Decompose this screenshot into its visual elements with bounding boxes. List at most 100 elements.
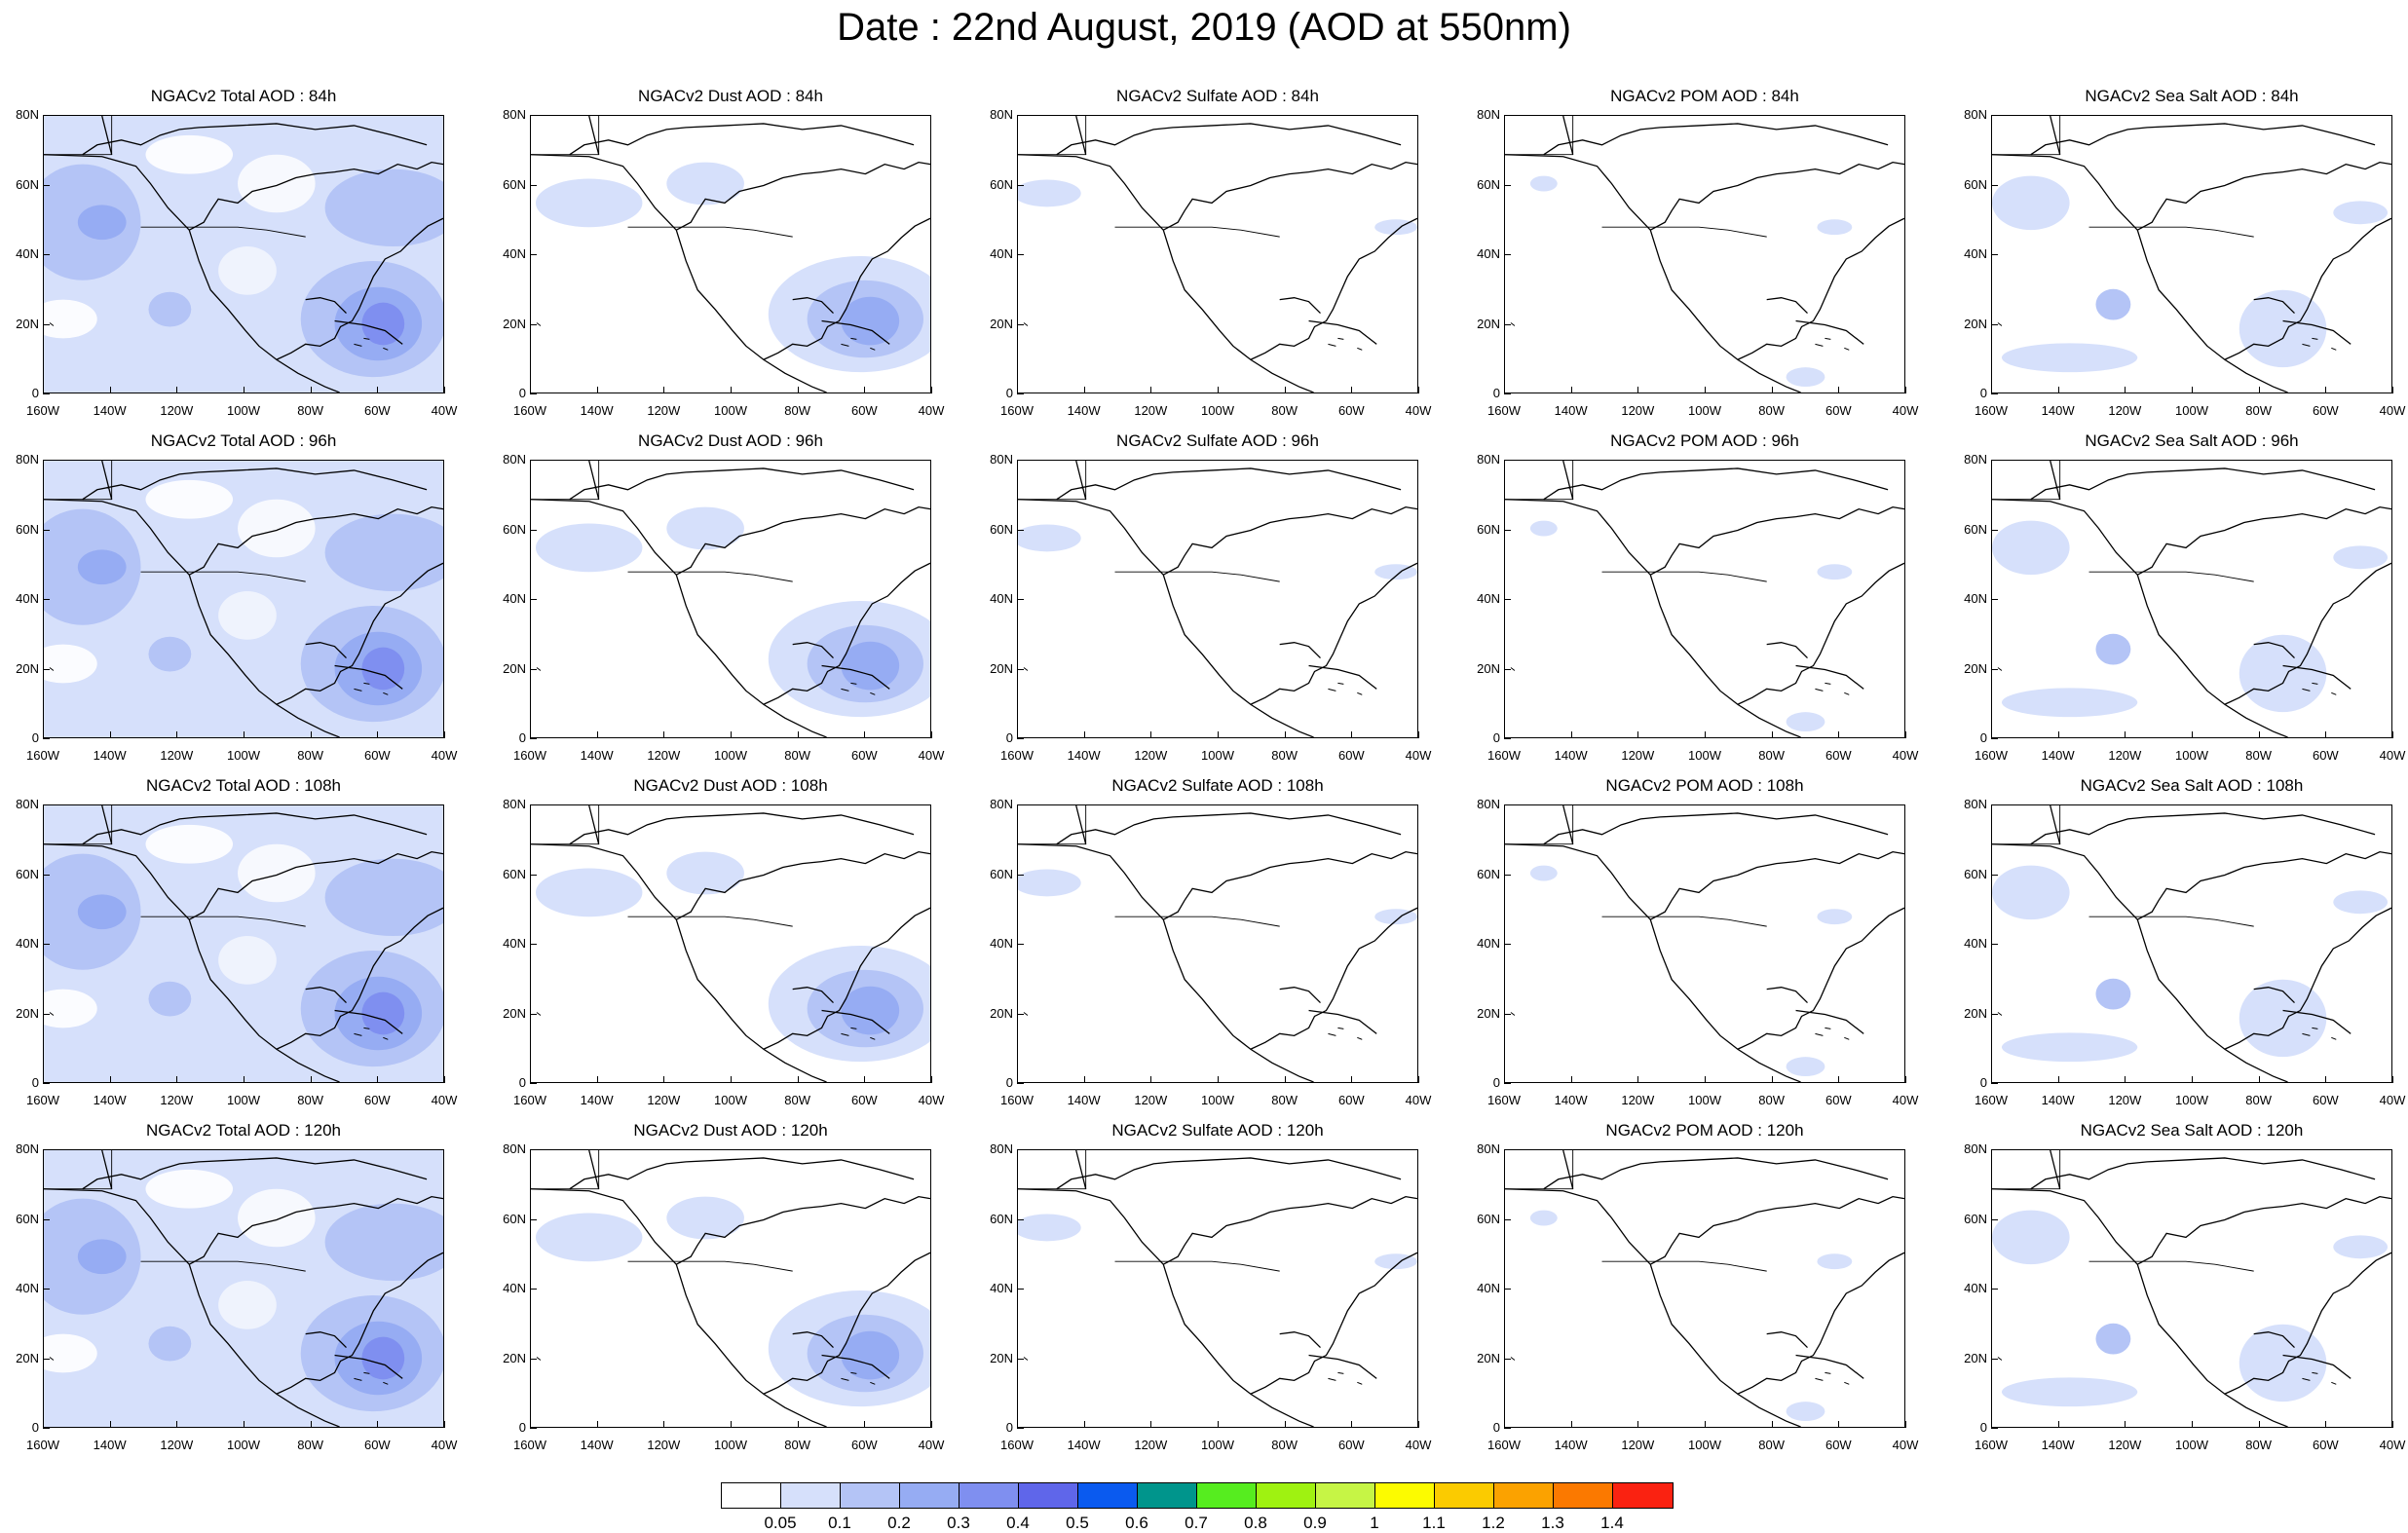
lat-tick-label: 40N [1477,936,1500,951]
lat-tick-label: 40N [1477,246,1500,261]
lon-tick [1991,387,1992,393]
lon-tick-label: 60W [2312,1093,2339,1107]
lon-tick [1284,1076,1286,1083]
lon-tick [2057,731,2059,738]
lon-tick-label: 120W [647,748,681,763]
lat-tick-label: 60N [1477,521,1500,537]
lon-tick-label: 80W [297,403,324,418]
lon-tick [244,731,245,738]
lat-tick [530,804,537,805]
political-border [531,461,793,582]
lon-tick-label: 40W [431,403,458,418]
lat-tick [1991,944,1998,945]
lon-tick [2125,1421,2126,1428]
lat-tick-label: 40N [1964,1281,1987,1295]
lon-tick [1838,387,1840,393]
lat-tick-label: 60N [1964,866,1987,881]
lon-tick-label: 40W [431,1093,458,1107]
lon-tick [1218,731,1219,738]
lon-tick [864,1076,866,1083]
lat-tick [1017,944,1024,945]
lat-tick [530,323,537,325]
lat-tick [530,1289,537,1290]
lon-tick-label: 80W [297,748,324,763]
lon-tick-label: 120W [2108,403,2142,418]
lat-tick-label: 0 [1492,730,1500,745]
lon-tick-label: 120W [1621,1438,1655,1452]
lon-tick-label: 40W [1405,1438,1432,1452]
lon-tick-label: 100W [714,1438,747,1452]
coastline [1992,116,2391,393]
lat-tick [1017,1149,1024,1150]
lat-tick-label: 80N [503,1141,526,1156]
lon-tick-label: 40W [1892,1438,1919,1452]
lon-tick-label: 100W [714,1093,747,1107]
aod-shading [1992,175,2389,373]
coastline [531,116,930,393]
lat-tick [43,1289,50,1290]
lat-tick-label: 20N [1964,1005,1987,1021]
map-panel-sulfate-120h: NGACv2 Sulfate AOD : 120h 80N 60N 40N 20N 0 1… [990,1121,1431,1452]
lat-tick-label: 40N [990,936,1013,951]
lat-tick [43,254,50,255]
lat-tick [530,1149,537,1150]
colorbar-label: 0.3 [947,1514,970,1532]
lat-tick [530,599,537,600]
map-panel-dust-108h: NGACv2 Dust AOD : 108h 80N 60N 40N 20N 0 160W… [503,776,944,1107]
colorbar-box [781,1483,841,1508]
lon-tick [43,1421,44,1428]
lat-tick-label: 0 [31,730,39,745]
lat-tick [1017,1289,1024,1290]
lon-tick [2057,387,2059,393]
lon-tick [1905,731,1906,738]
map-panel-dust-84h: NGACv2 Dust AOD : 84h 80N 60N 40N 20N 0 160W 1… [503,87,944,418]
lat-tick [43,393,50,394]
lat-tick [43,1149,50,1150]
lat-tick [43,738,50,739]
lat-tick [1991,874,1998,876]
lat-tick-label: 40N [1964,591,1987,606]
political-border [1992,805,2254,927]
coastline [44,116,443,393]
lon-tick-label: 80W [1758,1093,1786,1107]
political-border [531,1150,793,1272]
panel-title: NGACv2 POM AOD : 108h [1605,776,1804,795]
colorbar-box [1494,1483,1554,1508]
lon-tick-label: 40W [2379,1093,2406,1107]
lon-tick-label: 160W [26,403,59,418]
lon-tick [1705,1076,1706,1083]
panel-title: NGACv2 Sulfate AOD : 120h [1111,1121,1324,1140]
lat-tick [1017,1083,1024,1084]
lon-tick [1905,1421,1906,1428]
coastline [1018,805,1417,1082]
map-area [43,115,444,393]
map-panel-total-108h: NGACv2 Total AOD : 108h 80N 60N 40N 20N 0 160… [16,776,457,1107]
lon-tick-label: 60W [850,748,878,763]
lat-tick-label: 40N [16,246,39,261]
lon-tick [377,1421,379,1428]
lat-tick [530,1428,537,1429]
coastline [1505,805,1904,1082]
lon-tick-label: 100W [1688,748,1721,763]
lon-tick [444,387,445,393]
lat-tick-label: 60N [1964,176,1987,192]
lon-tick [530,731,531,738]
aod-shading [1018,179,1417,236]
colorbar-label: 0.6 [1125,1514,1148,1532]
lon-tick [1991,1421,1992,1428]
lat-tick [1504,460,1511,461]
lon-tick [2192,1421,2193,1428]
lon-tick [1150,387,1152,393]
lat-tick [1991,529,1998,531]
colorbar-label: 0.5 [1066,1514,1089,1532]
lon-tick-label: 160W [1487,748,1521,763]
lon-tick-label: 160W [26,1438,59,1452]
lon-tick [663,1076,665,1083]
islands [1510,322,1850,351]
lon-tick-label: 40W [431,748,458,763]
lat-tick-label: 40N [1964,936,1987,951]
lat-tick [530,115,537,116]
lat-tick-label: 60N [990,176,1013,192]
lon-tick [1284,1421,1286,1428]
lon-tick [1504,387,1505,393]
